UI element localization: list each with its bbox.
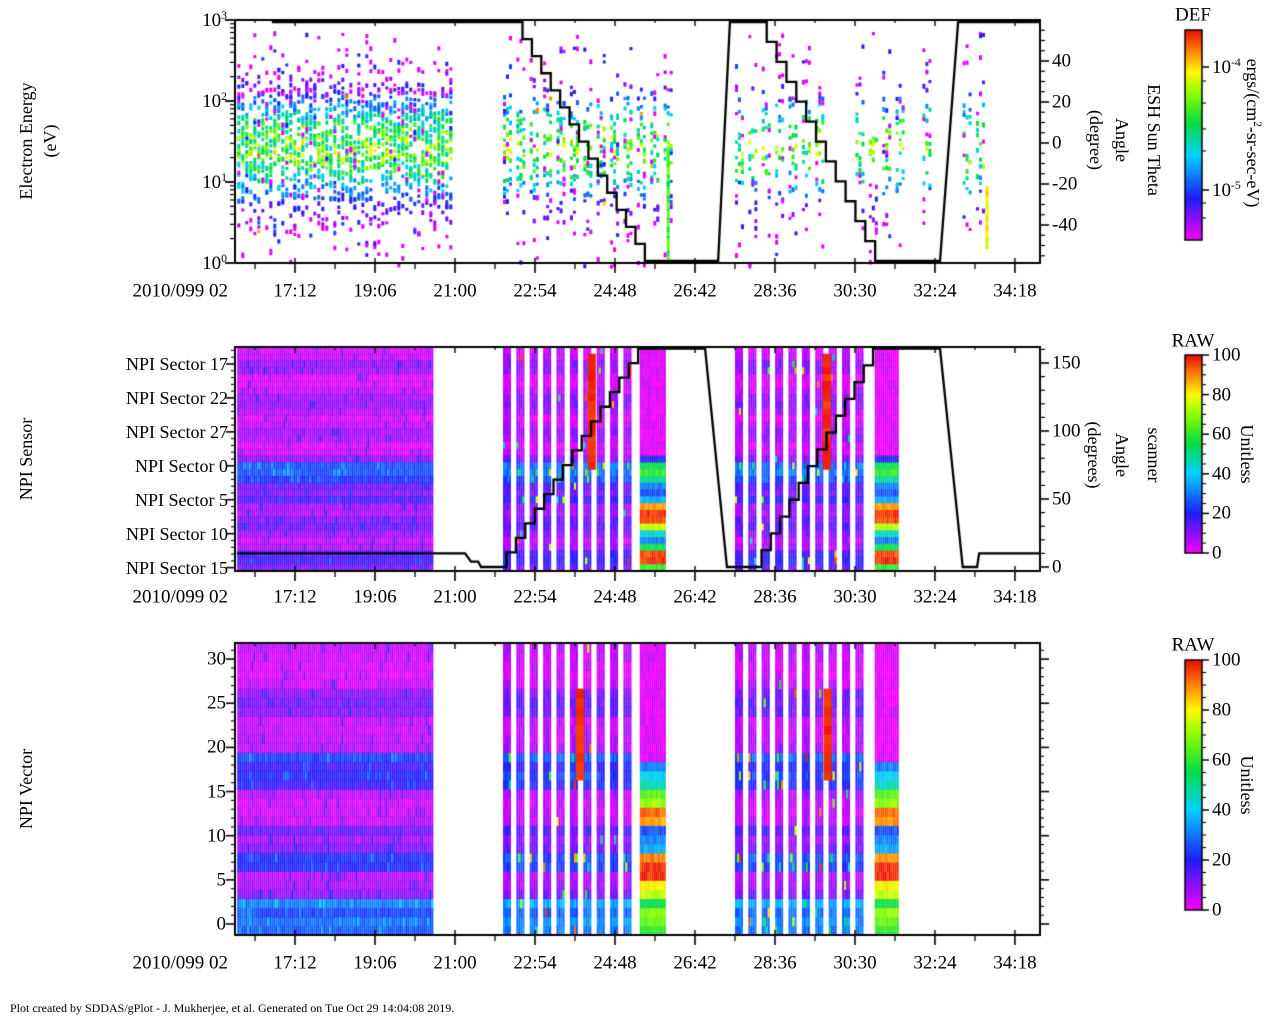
panel1-right-tick-label: 0 [1052, 132, 1062, 154]
panel1-right-axis-title-line1: ESH Sun Theta [1144, 84, 1164, 196]
panel3-ytick-label: 30 [207, 648, 226, 670]
panel2-xtick-label: 17:12 [273, 586, 317, 608]
panel3-xtick-label: 34:18 [993, 952, 1037, 974]
colorbar1-title: DEF [1175, 4, 1211, 26]
panel1-date-label: 2010/099 02 [132, 280, 228, 302]
panel2-ytick-label: NPI Sector 5 [135, 489, 228, 510]
colorbar3-title: RAW [1171, 634, 1215, 656]
panel1-xtick-label: 26:42 [673, 280, 717, 302]
panel3-date-label: 2010/099 02 [132, 952, 228, 974]
panel3-xtick-label: 26:42 [673, 952, 717, 974]
colorbar3-tick-label: 100 [1212, 649, 1241, 671]
panel3-xtick-label: 22:54 [513, 952, 557, 974]
panel1-ytick-label: 100 [202, 251, 227, 275]
panel2-xtick-label: 22:54 [513, 586, 557, 608]
colorbar3-tick-label: 60 [1212, 749, 1231, 771]
panel1-ytick-label: 103 [202, 8, 227, 32]
panel2-ytick-label: NPI Sector 15 [126, 557, 228, 578]
panel1-xtick-label: 28:36 [753, 280, 797, 302]
panel1-right-axis-title-line3: (degree) [1086, 110, 1106, 170]
panel2-xtick-label: 21:00 [433, 586, 477, 608]
panel2-date-label: 2010/099 02 [132, 586, 228, 608]
panel3-xtick-label: 21:00 [433, 952, 477, 974]
panel3-ytick-label: 20 [207, 736, 226, 758]
panel2-right-tick-label: 100 [1052, 420, 1081, 442]
panel2-right-axis-title-line1: scanner [1144, 427, 1164, 483]
panel3-ytick-label: 0 [216, 913, 227, 935]
panel3-ytick-label: 5 [216, 869, 227, 891]
panel2-ytick-label: NPI Sector 17 [126, 353, 228, 374]
panel2-xtick-label: 34:18 [993, 586, 1037, 608]
panel2-right-axis-title-line3: (degrees) [1084, 421, 1104, 489]
colorbar1-unit-label: ergs/(cm2-sr-sec-eV) [1243, 58, 1263, 208]
panel3-xtick-label: 19:06 [353, 952, 397, 974]
colorbar3-tick-label: 0 [1212, 899, 1222, 921]
panel1-xtick-label: 30:30 [833, 280, 877, 302]
colorbar3-tick-label: 40 [1212, 799, 1231, 821]
colorbar3-tick-label: 20 [1212, 849, 1231, 871]
panel2-xtick-label: 32:24 [913, 586, 957, 608]
panel2-right-axis-title-line2: Angle [1112, 433, 1132, 477]
colorbar2-tick-label: 100 [1212, 344, 1241, 366]
panel2-xtick-label: 19:06 [353, 586, 397, 608]
colorbar2-tick-label: 20 [1212, 502, 1231, 524]
panel1-ylabel-line1: Electron Energy [16, 82, 36, 200]
panel1-right-tick-label: -40 [1052, 214, 1078, 236]
colorbar1-tick-label: 10-5 [1212, 178, 1241, 202]
panel1-xtick-label: 17:12 [273, 280, 317, 302]
panel2-ytick-label: NPI Sector 0 [135, 455, 228, 476]
panel3-xtick-label: 30:30 [833, 952, 877, 974]
colorbar2-tick-label: 40 [1212, 463, 1231, 485]
panel1-ytick-label: 101 [202, 170, 227, 194]
panel1-ylabel-line2: (eV) [40, 124, 60, 158]
footer-credit: Plot created by SDDAS/gPlot - J. Mukherj… [10, 1001, 455, 1015]
panel2-xtick-label: 26:42 [673, 586, 717, 608]
panel1-xtick-label: 24:48 [593, 280, 637, 302]
panel2-ytick-label: NPI Sector 22 [126, 387, 228, 408]
panel2-right-tick-label: 150 [1052, 352, 1081, 374]
panel1-xtick-label: 19:06 [353, 280, 397, 302]
panel3-ytick-label: 15 [207, 781, 226, 803]
colorbar3-tick-label: 80 [1212, 699, 1231, 721]
panel2-ylabel: NPI Sensor [16, 417, 36, 501]
panel3-ytick-label: 25 [207, 692, 226, 714]
panel3-ylabel: NPI Vector [16, 748, 36, 830]
panel2-xtick-label: 30:30 [833, 586, 877, 608]
panel3-xtick-label: 32:24 [913, 952, 957, 974]
panel3-xtick-label: 24:48 [593, 952, 637, 974]
panel2-right-tick-label: 50 [1052, 488, 1071, 510]
panel1-right-tick-label: 40 [1052, 50, 1071, 72]
colorbar1-tick-label: 10-4 [1212, 55, 1241, 79]
colorbar2-tick-label: 0 [1212, 542, 1222, 564]
panel1-xtick-label: 34:18 [993, 280, 1037, 302]
panel1-right-tick-label: 20 [1052, 91, 1071, 113]
panel2-right-tick-label: 0 [1052, 556, 1062, 578]
colorbar2-tick-label: 60 [1212, 423, 1231, 445]
panel1-xtick-label: 22:54 [513, 280, 557, 302]
colorbar2-title: RAW [1171, 330, 1215, 352]
colorbar3-unit-label: Unitless [1237, 755, 1257, 815]
colorbar2-tick-label: 80 [1212, 384, 1231, 406]
panel1-right-tick-label: -20 [1052, 173, 1078, 195]
panel3-xtick-label: 17:12 [273, 952, 317, 974]
panel2-ytick-label: NPI Sector 10 [126, 523, 228, 544]
panel3-xtick-label: 28:36 [753, 952, 797, 974]
panel1-xtick-label: 32:24 [913, 280, 957, 302]
panel2-xtick-label: 24:48 [593, 586, 637, 608]
panel1-xtick-label: 21:00 [433, 280, 477, 302]
panel2-xtick-label: 28:36 [753, 586, 797, 608]
panel3-ytick-label: 10 [207, 825, 226, 847]
colorbar2-unit-label: Unitless [1237, 424, 1257, 484]
panel2-ytick-label: NPI Sector 27 [126, 421, 228, 442]
panel1-ytick-label: 102 [202, 89, 227, 113]
panel1-right-axis-title-line2: Angle [1112, 118, 1132, 162]
